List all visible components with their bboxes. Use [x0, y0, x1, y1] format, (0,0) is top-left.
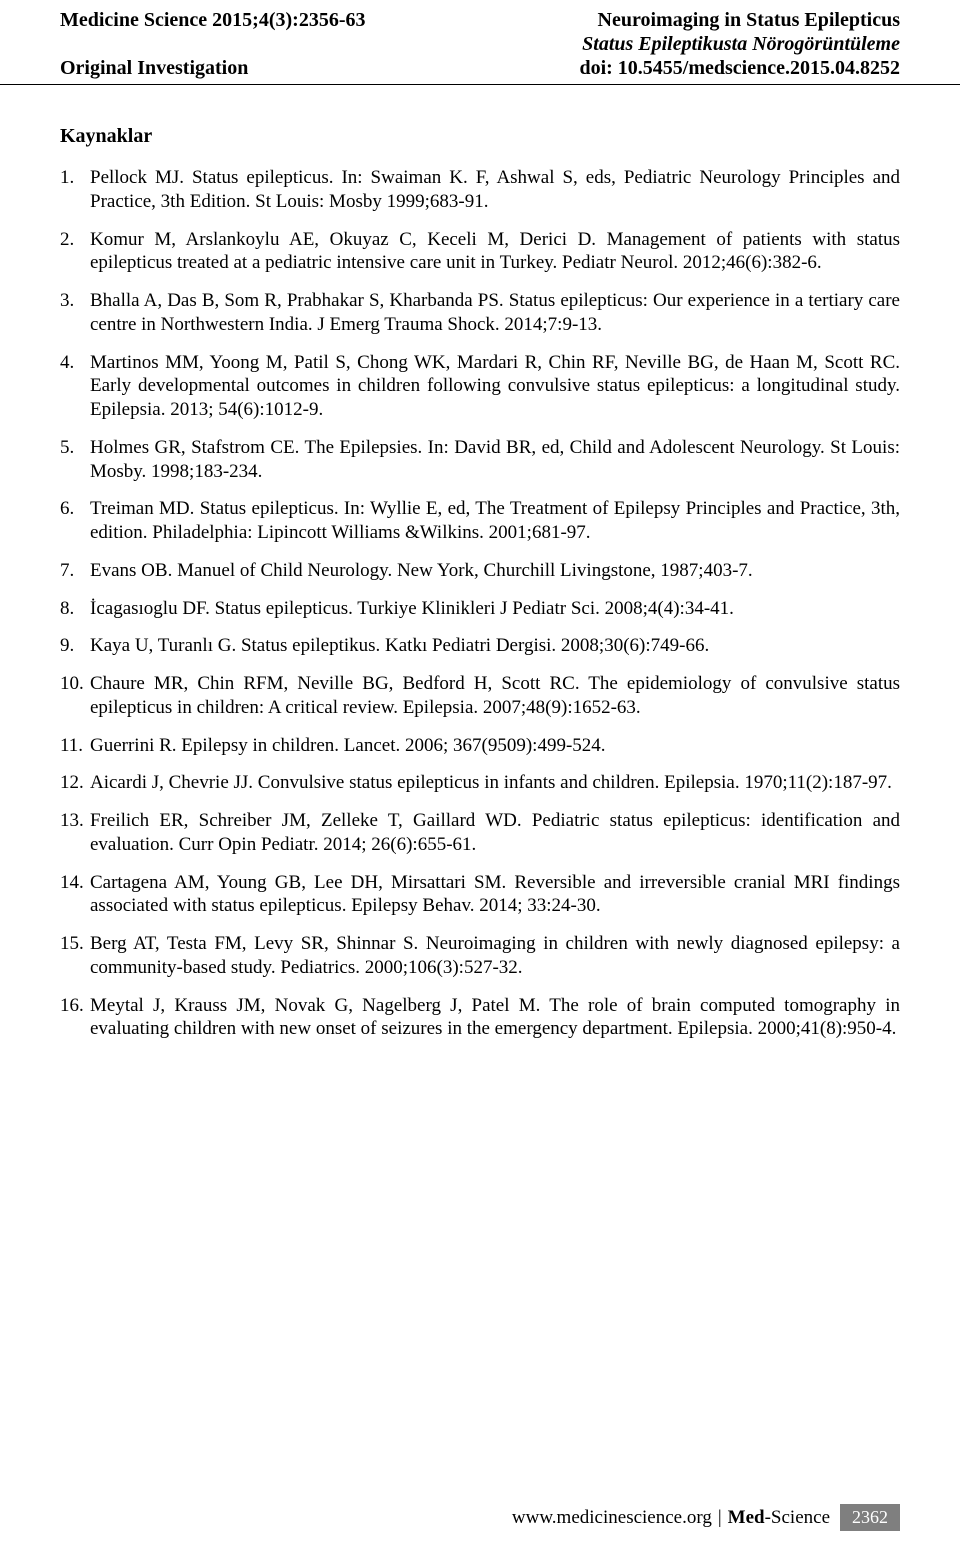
header-row-2: Status Epileptikusta Nörogörüntüleme: [60, 32, 900, 56]
reference-item: Bhalla A, Das B, Som R, Prabhakar S, Kha…: [60, 289, 900, 337]
page-number-badge: 2362: [840, 1504, 900, 1531]
header-row-3: Original Investigation doi: 10.5455/meds…: [60, 56, 900, 80]
reference-item: Evans OB. Manuel of Child Neurology. New…: [60, 559, 900, 583]
references-list: Pellock MJ. Status epilepticus. In: Swai…: [60, 166, 900, 1041]
page-footer: www.medicinescience.org | Med-Science 23…: [512, 1504, 900, 1531]
reference-item: Martinos MM, Yoong M, Patil S, Chong WK,…: [60, 351, 900, 422]
reference-item: Holmes GR, Stafstrom CE. The Epilepsies.…: [60, 436, 900, 484]
article-title-tr: Status Epileptikusta Nörogörüntüleme: [582, 32, 900, 56]
reference-item: Komur M, Arslankoylu AE, Okuyaz C, Kecel…: [60, 228, 900, 276]
reference-item: Aicardi J, Chevrie JJ. Convulsive status…: [60, 771, 900, 795]
reference-item: Berg AT, Testa FM, Levy SR, Shinnar S. N…: [60, 932, 900, 980]
reference-item: Meytal J, Krauss JM, Novak G, Nagelberg …: [60, 994, 900, 1042]
references-heading: Kaynaklar: [60, 125, 900, 148]
footer-url: www.medicinescience.org: [512, 1507, 712, 1529]
reference-item: Pellock MJ. Status epilepticus. In: Swai…: [60, 166, 900, 214]
footer-brand: Med-Science: [728, 1507, 830, 1529]
reference-item: Guerrini R. Epilepsy in children. Lancet…: [60, 734, 900, 758]
journal-ref: Medicine Science 2015;4(3):2356-63: [60, 8, 365, 32]
reference-item: İcagasıoglu DF. Status epilepticus. Turk…: [60, 597, 900, 621]
article-title-en: Neuroimaging in Status Epilepticus: [598, 8, 900, 32]
footer-brand-bold: Med: [728, 1507, 765, 1528]
page-header: Medicine Science 2015;4(3):2356-63 Neuro…: [0, 0, 960, 85]
footer-separator: |: [718, 1507, 722, 1529]
article-type: Original Investigation: [60, 56, 248, 80]
footer-brand-rest: -Science: [765, 1507, 830, 1528]
reference-item: Freilich ER, Schreiber JM, Zelleke T, Ga…: [60, 809, 900, 857]
reference-item: Chaure MR, Chin RFM, Neville BG, Bedford…: [60, 672, 900, 720]
page-content: Kaynaklar Pellock MJ. Status epilepticus…: [0, 85, 960, 1041]
reference-item: Kaya U, Turanlı G. Status epileptikus. K…: [60, 634, 900, 658]
header-row-1: Medicine Science 2015;4(3):2356-63 Neuro…: [60, 8, 900, 32]
reference-item: Treiman MD. Status epilepticus. In: Wyll…: [60, 497, 900, 545]
reference-item: Cartagena AM, Young GB, Lee DH, Mirsatta…: [60, 871, 900, 919]
doi-text: doi: 10.5455/medscience.2015.04.8252: [579, 56, 900, 80]
